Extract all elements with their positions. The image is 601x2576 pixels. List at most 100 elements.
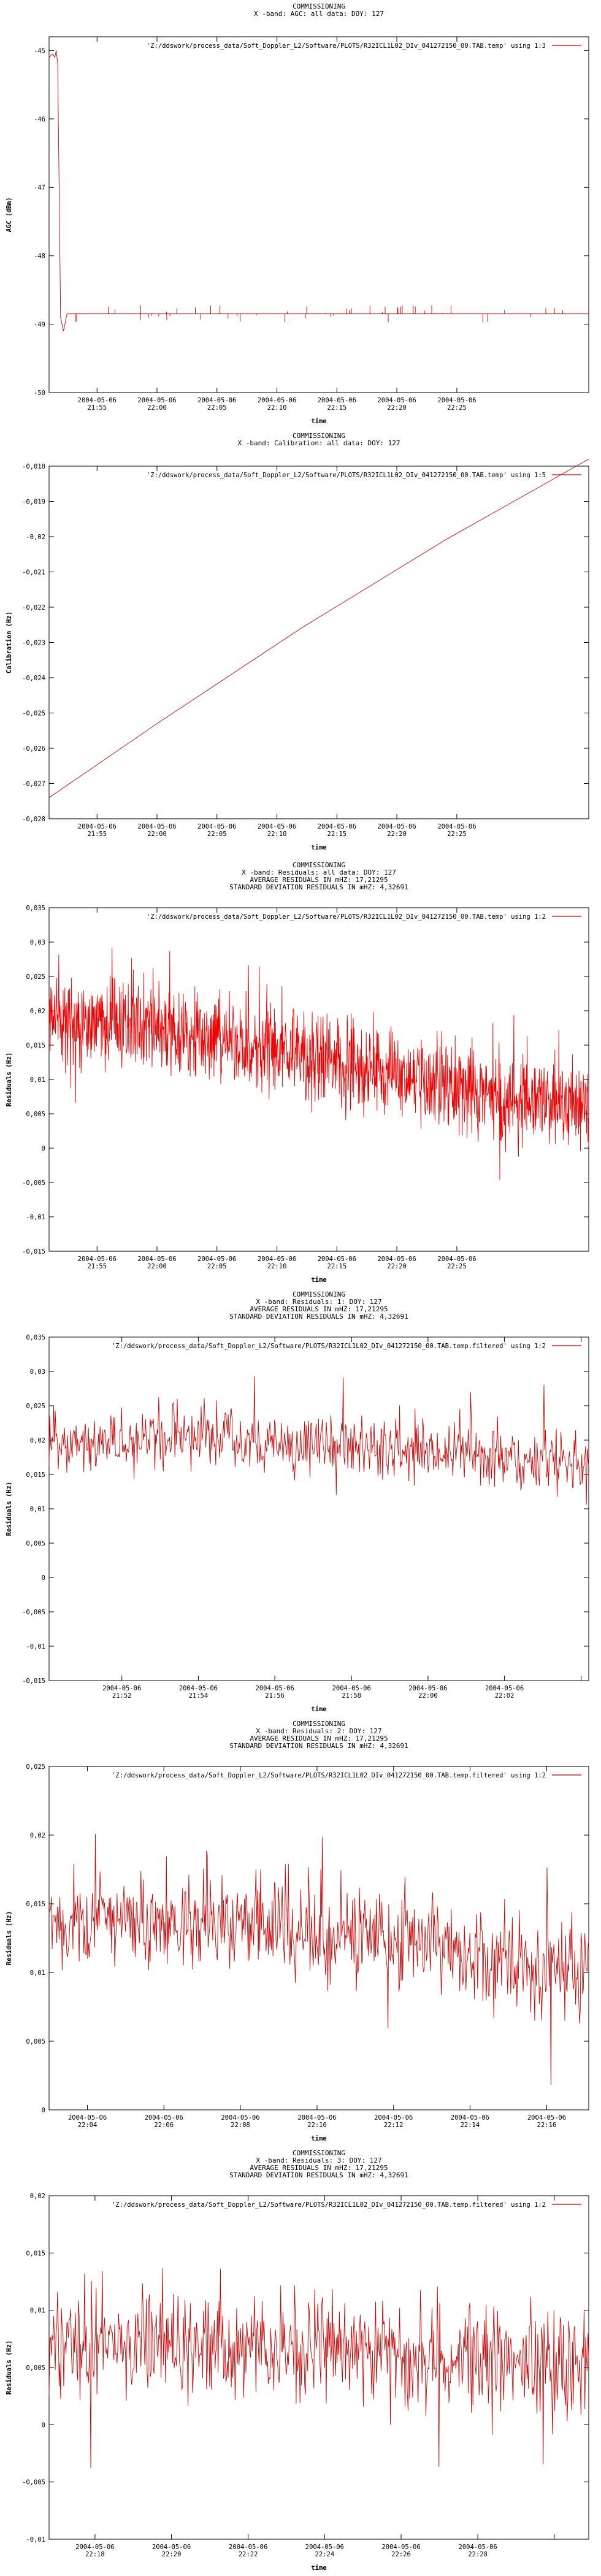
- y-tick-label: 0,01: [30, 2307, 45, 2315]
- x-tick-label: 2004-05-06: [318, 1255, 356, 1263]
- x-tick-label: 2004-05-06: [145, 2114, 183, 2122]
- series-line: [48, 1376, 589, 1505]
- x-tick-label: 21:55: [87, 830, 107, 838]
- series-line: [48, 2268, 589, 2469]
- chart-title-line: X -band: AGC: all data: DOY: 127: [254, 10, 384, 18]
- x-tick-label: 22:06: [154, 2122, 174, 2129]
- x-tick-label: 2004-05-06: [437, 1255, 476, 1263]
- x-tick-label: 22:18: [85, 2551, 105, 2558]
- y-tick-label: 0,02: [30, 1437, 45, 1444]
- x-tick-label: 22:00: [147, 404, 167, 412]
- x-tick-label: 22:20: [162, 2551, 182, 2558]
- y-tick-label: 0,03: [30, 939, 45, 946]
- y-tick-label: -0,025: [22, 710, 45, 718]
- x-tick-label: 2004-05-06: [318, 397, 356, 404]
- x-tick-label: 2004-05-06: [179, 1685, 218, 1692]
- x-tick-label: 2004-05-06: [68, 2114, 107, 2122]
- legend-label: 'Z:/ddswork/process_data/Soft_Doppler_L2…: [112, 1343, 546, 1350]
- y-tick-label: 0,02: [30, 2193, 45, 2200]
- chart-title-line: X -band: Residuals: 2: DOY: 127: [256, 1727, 381, 1735]
- y-tick-label: 0,015: [26, 2250, 45, 2257]
- chart-title-line: X -band: Calibration: all data: DOY: 127: [238, 439, 400, 447]
- x-tick-label: 2004-05-06: [78, 823, 117, 830]
- plot-frame: [48, 1336, 589, 1681]
- x-tick-label: 22:25: [447, 1263, 467, 1270]
- x-tick-label: 22:25: [447, 404, 467, 412]
- x-tick-label: 22:00: [418, 1692, 438, 1700]
- y-tick-label: -0,026: [22, 745, 45, 753]
- y-tick-label: -0,024: [22, 675, 45, 682]
- x-tick-label: 21:56: [265, 1692, 285, 1700]
- x-axis-label: time: [311, 2564, 326, 2572]
- y-tick-label: 0,015: [26, 1471, 45, 1479]
- x-tick-label: 22:00: [147, 830, 167, 838]
- chart-title-line: COMMISSIONING: [293, 1720, 345, 1728]
- y-tick-label: 0,005: [26, 1540, 45, 1547]
- x-tick-label: 22:05: [207, 404, 227, 412]
- y-axis-label: AGC (dBm): [6, 197, 13, 232]
- plot-frame: [48, 1766, 589, 2110]
- y-tick-label: -0,022: [22, 604, 45, 611]
- y-tick-label: 0,025: [26, 973, 45, 981]
- chart-title-line: COMMISSIONING: [293, 432, 345, 440]
- y-tick-label: 0,005: [26, 2364, 45, 2372]
- x-tick-label: 2004-05-06: [258, 397, 296, 404]
- y-tick-label: 0,035: [26, 1334, 45, 1341]
- x-tick-label: 2004-05-06: [381, 2543, 420, 2551]
- legend-label: 'Z:/ddswork/process_data/Soft_Doppler_L2…: [147, 472, 546, 479]
- y-tick-label: 0,01: [30, 1969, 45, 1977]
- x-tick-label: 2004-05-06: [377, 397, 416, 404]
- x-tick-label: 21:58: [342, 1692, 361, 1700]
- y-tick-label: 0,005: [26, 2038, 45, 2045]
- chart-title-line: STANDARD DEVIATION RESIDUALS IN mHZ: 4,3…: [229, 1742, 408, 1750]
- y-tick-label: -0,01: [26, 2536, 45, 2543]
- y-tick-label: 0,03: [30, 1368, 45, 1376]
- y-tick-label: -0,01: [26, 1643, 45, 1650]
- x-tick-label: 22:05: [207, 1263, 227, 1270]
- x-tick-label: 22:10: [307, 2122, 327, 2129]
- chart-title-line: X -band: Residuals: 1: DOY: 127: [256, 1298, 381, 1306]
- x-tick-label: 2004-05-06: [437, 397, 476, 404]
- x-axis-label: time: [311, 1276, 326, 1284]
- y-tick-label: -0,019: [22, 499, 45, 506]
- x-tick-label: 2004-05-06: [408, 1685, 447, 1692]
- y-tick-label: 0,01: [30, 1076, 45, 1084]
- x-tick-label: 2004-05-06: [197, 1255, 236, 1263]
- x-tick-label: 22:05: [207, 830, 227, 838]
- x-tick-label: 21:54: [189, 1692, 209, 1700]
- y-tick-label: -0,02: [26, 534, 45, 541]
- y-tick-label: -0,005: [22, 2479, 45, 2486]
- legend-label: 'Z:/ddswork/process_data/Soft_Doppler_L2…: [112, 1772, 546, 1779]
- x-tick-label: 2004-05-06: [527, 2114, 566, 2122]
- x-tick-label: 2004-05-06: [137, 397, 176, 404]
- y-tick-label: -0,015: [22, 1677, 45, 1685]
- x-tick-label: 2004-05-06: [255, 1685, 294, 1692]
- x-tick-label: 2004-05-06: [377, 823, 416, 830]
- x-axis-label: time: [311, 2135, 326, 2142]
- x-axis-label: time: [311, 844, 326, 851]
- x-tick-label: 22:08: [231, 2122, 250, 2129]
- x-tick-label: 2004-05-06: [78, 397, 117, 404]
- x-tick-label: 22:20: [387, 1263, 407, 1270]
- chart-title-line: STANDARD DEVIATION RESIDUALS IN mHZ: 4,3…: [229, 883, 408, 891]
- x-tick-label: 22:15: [327, 830, 347, 838]
- x-tick-label: 22:04: [78, 2122, 98, 2129]
- x-tick-label: 22:20: [387, 404, 407, 412]
- y-tick-label: 0: [42, 2421, 45, 2429]
- chart-title-line: AVERAGE RESIDUALS IN mHZ: 17,21295: [250, 1305, 388, 1313]
- x-tick-label: 21:52: [112, 1692, 132, 1700]
- plot-frame: [48, 2195, 589, 2540]
- x-tick-label: 22:15: [327, 404, 347, 412]
- y-tick-label: 0,005: [26, 1111, 45, 1118]
- y-tick-label: 0: [42, 1145, 45, 1152]
- x-tick-label: 2004-05-06: [258, 1255, 296, 1263]
- x-tick-label: 2004-05-06: [377, 1255, 416, 1263]
- x-tick-label: 22:15: [327, 1263, 347, 1270]
- y-tick-label: -0,027: [22, 781, 45, 788]
- chart-title-line: X -band: Residuals: 3: DOY: 127: [256, 2156, 381, 2164]
- x-tick-label: 2004-05-06: [75, 2543, 114, 2551]
- x-tick-label: 2004-05-06: [78, 1255, 117, 1263]
